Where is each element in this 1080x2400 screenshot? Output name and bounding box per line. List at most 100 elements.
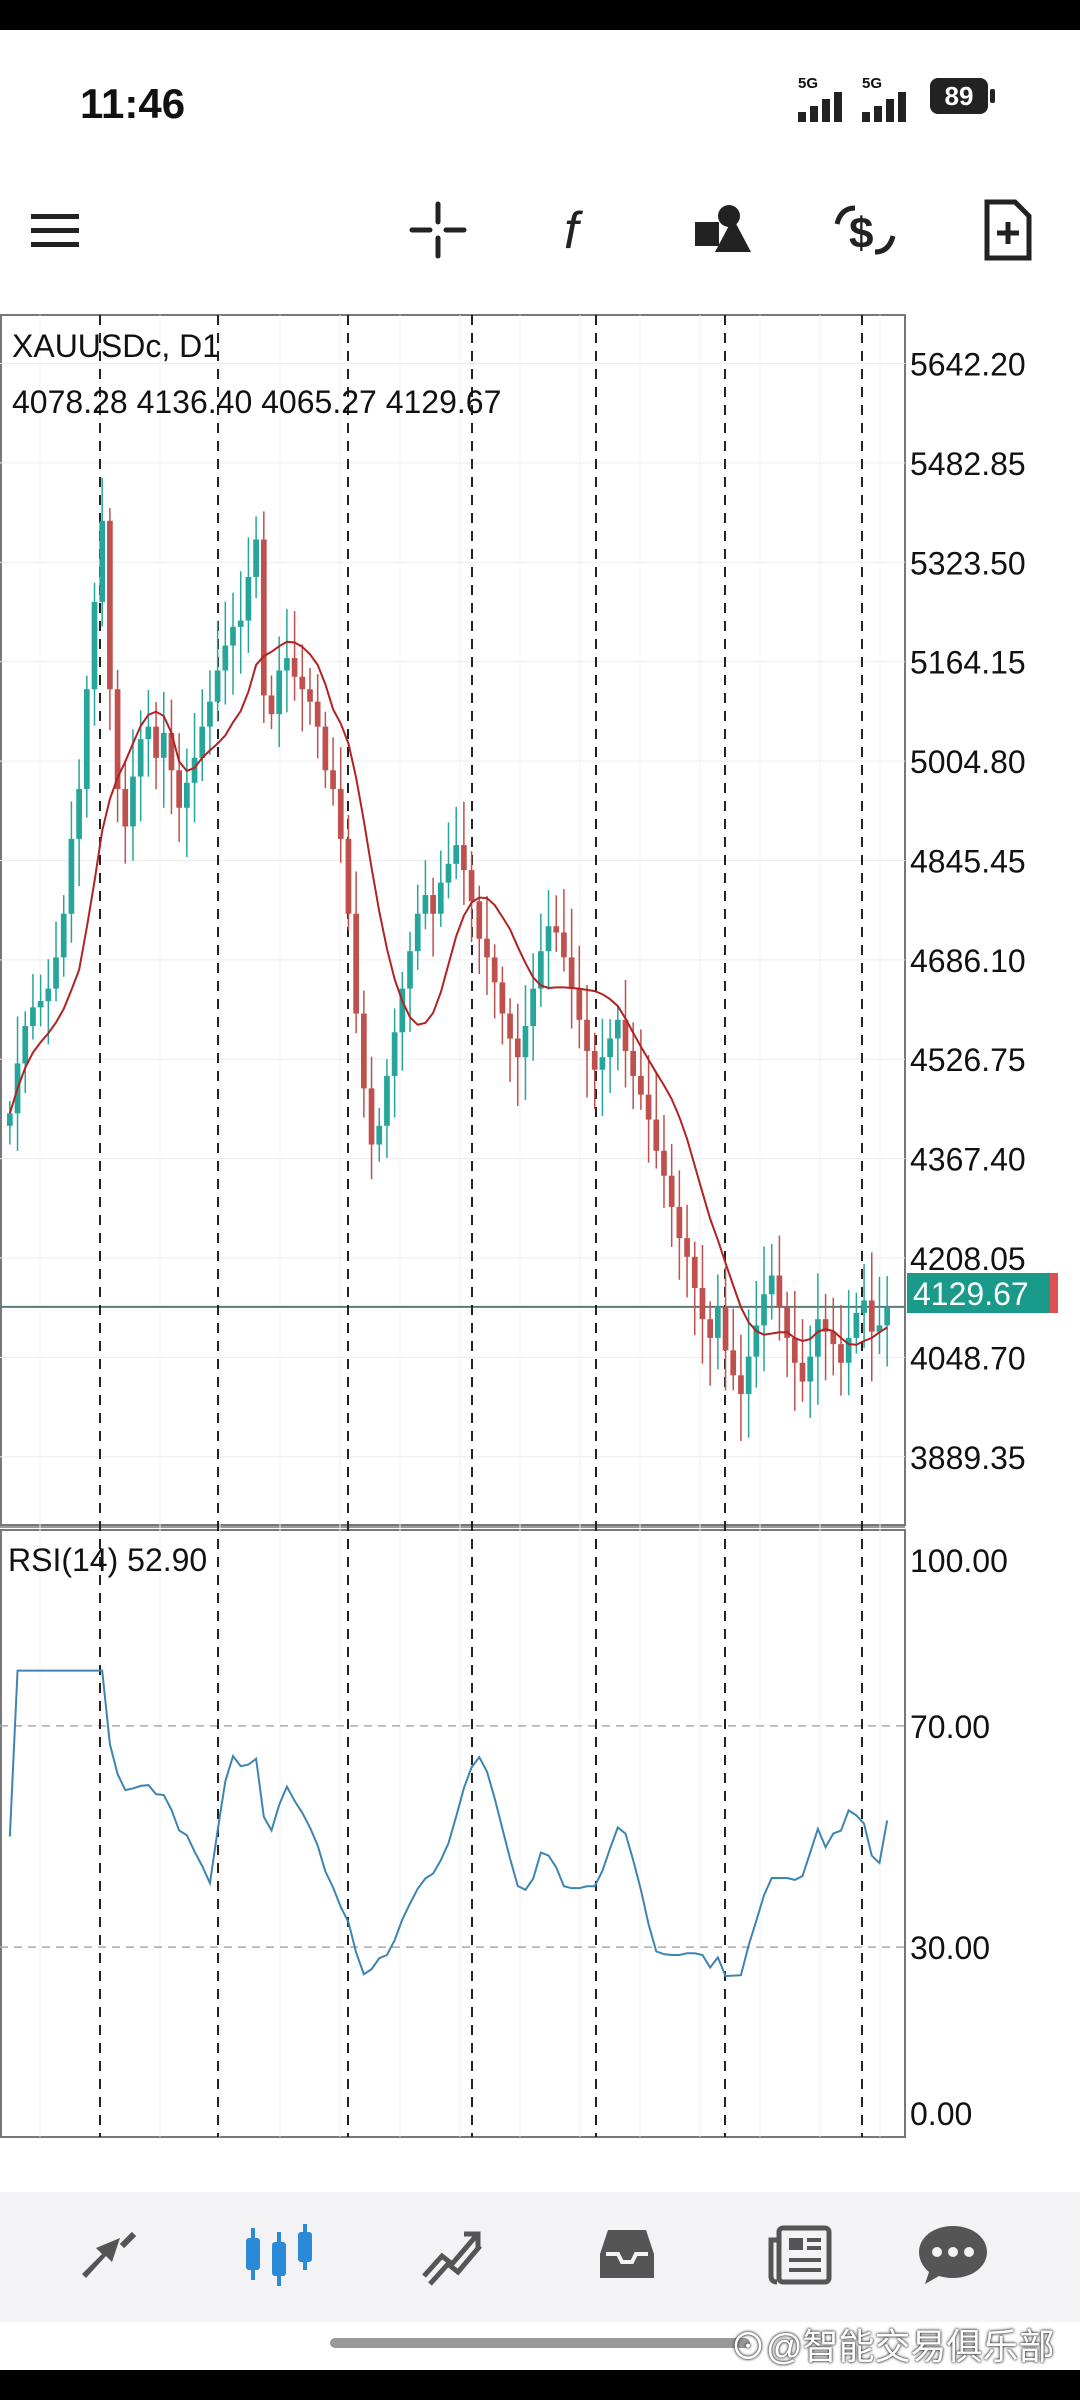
candle-body <box>722 1306 729 1351</box>
candle-body <box>784 1306 790 1338</box>
menu-icon[interactable] <box>20 195 90 265</box>
price-tick-label: 4048.70 <box>910 1340 1026 1376</box>
candle-body <box>853 1312 860 1338</box>
price-tick-label: 4208.05 <box>910 1241 1026 1277</box>
bottom-navigation <box>0 2192 1080 2322</box>
date-separator-lines <box>99 315 863 2137</box>
home-indicator[interactable] <box>330 2338 750 2348</box>
candle-body <box>214 670 221 702</box>
rsi-line <box>8 1669 889 1978</box>
axis-labels: 5642.20 5482.85 5323.50 5164.15 5004.80 4845.… <box>32 347 1026 2182</box>
candle-body <box>738 1375 744 1395</box>
moving-average-group <box>8 640 888 1346</box>
candle-body <box>314 701 321 727</box>
candle-body <box>30 1007 36 1027</box>
candle-body <box>345 838 352 914</box>
candle-body <box>607 1038 613 1058</box>
news-icon[interactable] <box>755 2210 845 2300</box>
candle-body <box>807 1356 814 1382</box>
candle-body <box>322 726 329 771</box>
candle-body <box>538 951 544 989</box>
chart-area[interactable]: 5642.20 5482.85 5323.50 5164.15 5004.80 4845.… <box>0 310 1080 2182</box>
candle-body <box>499 982 506 1014</box>
candle-body <box>884 1307 890 1326</box>
candle-body <box>145 726 152 740</box>
candle-body <box>707 1319 713 1338</box>
candle-body <box>761 1294 767 1326</box>
candle-body <box>414 913 421 952</box>
candle-body <box>199 726 206 758</box>
candle-body <box>645 1094 652 1120</box>
crosshair-icon[interactable] <box>403 195 473 265</box>
candle-body <box>553 926 560 933</box>
rsi-label: RSI(14) 52.90 <box>8 1542 207 1578</box>
status-bar: 11:46 5G 5G 89 <box>0 30 1080 170</box>
rsi-tick-label: 30.00 <box>910 1930 990 1966</box>
candle-body <box>330 770 336 790</box>
candle-body <box>384 1075 390 1126</box>
moving-average-line <box>8 640 888 1346</box>
rsi-tick-label: 100.00 <box>910 1543 1008 1579</box>
objects-icon[interactable] <box>688 195 758 265</box>
clock: 11:46 <box>80 80 186 127</box>
signal2-label: 5G <box>862 75 883 92</box>
candle-body <box>60 913 67 958</box>
candle-body <box>861 1300 867 1313</box>
candle-body <box>830 1331 837 1345</box>
candle-body <box>276 670 283 715</box>
new-order-icon[interactable] <box>972 195 1042 265</box>
ohlc-label: 4078.28 4136.40 4065.27 4129.67 <box>12 384 501 420</box>
candle-body <box>361 1013 367 1089</box>
candle-body <box>845 1337 852 1363</box>
svg-text:f: f <box>564 202 583 260</box>
candle-body <box>530 988 536 1027</box>
candle-body <box>622 1019 629 1051</box>
candle-body <box>668 1175 675 1207</box>
candle-body <box>599 1057 606 1070</box>
chart-icon[interactable] <box>235 2210 325 2300</box>
candle-body <box>661 1150 667 1176</box>
candle-body <box>838 1344 844 1363</box>
candle-body <box>584 1019 590 1051</box>
price-tick-label: 5164.15 <box>910 645 1026 681</box>
messages-icon[interactable] <box>908 2210 998 2300</box>
candle-body <box>76 789 82 839</box>
candle-body <box>753 1325 760 1357</box>
candle-body <box>799 1362 806 1382</box>
candle-body <box>676 1206 683 1239</box>
candle-body <box>284 658 290 671</box>
trade-nav-icon[interactable] <box>408 2210 498 2300</box>
candle-body <box>430 895 436 914</box>
candle-body <box>745 1356 752 1395</box>
main-frame <box>0 314 906 1526</box>
candles-group <box>7 477 890 1441</box>
candle-body <box>730 1350 737 1376</box>
candle-body <box>91 601 98 690</box>
candle-body <box>368 1088 375 1145</box>
signal1-label: 5G <box>798 75 819 92</box>
history-icon[interactable] <box>582 2210 672 2300</box>
current-price-text: 4129.67 <box>913 1276 1029 1312</box>
indicators-icon[interactable]: f <box>545 195 615 265</box>
candle-body <box>630 1050 637 1076</box>
candle-body <box>568 957 575 989</box>
candle-body <box>337 789 344 839</box>
candle-body <box>822 1319 829 1332</box>
candle-body <box>591 1050 598 1070</box>
price-chart-svg[interactable]: 5642.20 5482.85 5323.50 5164.15 5004.80 4845.… <box>0 310 1080 2182</box>
candle-body <box>107 520 113 690</box>
rsi-tick-label: 70.00 <box>910 1709 990 1745</box>
price-tick-label: 4845.45 <box>910 843 1026 879</box>
rsi-group <box>8 1669 889 1978</box>
candle-body <box>768 1275 775 1295</box>
candle-body <box>476 901 483 939</box>
candle-body <box>484 938 490 958</box>
candle-body <box>715 1306 721 1338</box>
candle-body <box>545 926 552 952</box>
candle-body <box>876 1325 883 1332</box>
quotes-icon[interactable] <box>62 2210 152 2300</box>
candle-body <box>184 782 190 808</box>
trade-icon[interactable]: $ <box>830 195 900 265</box>
candle-body <box>245 576 252 621</box>
candle-body <box>168 732 175 771</box>
